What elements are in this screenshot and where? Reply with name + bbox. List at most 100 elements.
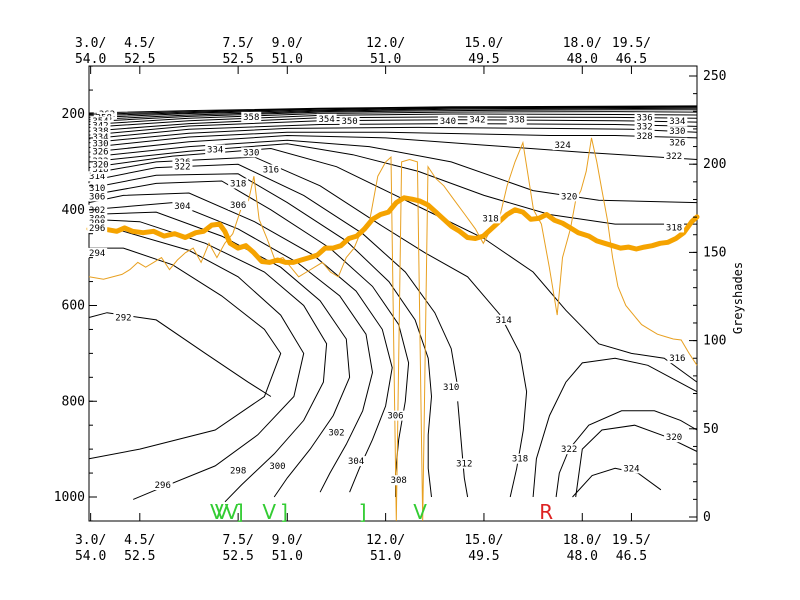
contour-label-1: 294 [89, 249, 105, 259]
contour-label-bg-1 [87, 247, 108, 258]
contour-line-27 [88, 109, 697, 123]
contour-label-47: 350 [341, 117, 357, 127]
contour-label-bg-48 [241, 111, 262, 122]
contour-label-56: 326 [92, 147, 108, 157]
right-tick-label-4: 200 [703, 157, 726, 172]
contour-label-bg-39 [667, 126, 688, 137]
top-tick-label-1-0: 3.0/ [75, 36, 106, 51]
right-tick-label-1: 50 [703, 422, 719, 437]
contour-label-bg-52 [90, 120, 111, 131]
contour-line-13 [532, 357, 698, 498]
contour-label-36: 330 [243, 148, 259, 158]
left-tick-label-4: 1000 [54, 490, 85, 505]
top-tick-label-2-2: 52.5 [222, 52, 253, 67]
contour-label-bg-59 [90, 159, 111, 170]
contour-line-20 [572, 467, 662, 498]
top-tick-label-2-3: 51.0 [272, 52, 303, 67]
contour-label-31: 296 [89, 224, 105, 234]
contour-label-bg-46 [316, 113, 337, 124]
contour-label-43: 338 [509, 116, 525, 126]
contour-label-3: 298 [230, 467, 246, 477]
right-axis: 0 50 100 150 200 250 [689, 69, 726, 525]
contour-label-bg-25 [87, 171, 108, 182]
contour-label-bg-55 [90, 138, 111, 149]
contour-label-bg-4 [267, 460, 288, 471]
left-tick-label-1: 400 [62, 203, 85, 218]
bottom-marker-5: ] [280, 500, 288, 524]
bottom-tick-label-1-3: 9.0/ [272, 533, 303, 548]
thin-series-group [88, 137, 698, 521]
contour-label-35: 334 [207, 145, 223, 155]
contour-label-bg-26 [87, 183, 108, 194]
contour-line-0 [88, 312, 272, 397]
right-axis-label: Greyshades [731, 262, 745, 334]
contour-label-39: 330 [669, 127, 685, 137]
contour-label-bg-45 [437, 116, 458, 127]
contour-label-bg-32 [480, 213, 501, 224]
contour-label-55: 330 [92, 140, 108, 150]
contour-label-bg-54 [90, 131, 111, 142]
contour-label-bg-38 [634, 131, 655, 142]
contour-label-bg-14 [664, 222, 685, 233]
bottom-tick-label-2-1: 52.5 [124, 549, 155, 564]
contour-label-45: 340 [440, 117, 456, 127]
right-tick-label-2: 100 [703, 334, 726, 349]
contour-label-20: 324 [554, 141, 570, 151]
thin-series-line [88, 137, 698, 521]
contour-label-bg-24 [260, 164, 281, 175]
contour-label-bg-3 [228, 465, 249, 476]
contour-label-bg-34 [172, 161, 193, 172]
contour-line-4 [88, 211, 351, 498]
contour-label-bg-36 [241, 147, 262, 158]
right-tick-label-5: 250 [703, 69, 726, 84]
contour-label-bg-28 [87, 204, 108, 215]
contour-label-bg-7 [385, 410, 406, 421]
contour-label-22: 306 [230, 201, 246, 211]
contour-line-1 [88, 247, 282, 460]
contour-line-21 [88, 126, 698, 144]
contour-label-32: 318 [482, 214, 498, 224]
contour-label-18: 322 [666, 152, 682, 162]
contour-label-42: 336 [636, 113, 652, 123]
contour-label-bg-9 [441, 381, 462, 392]
contour-line-7 [88, 180, 410, 497]
contour-label-bg-8 [388, 475, 409, 486]
thick-series-line [86, 195, 700, 265]
contour-label-bg-18 [664, 151, 685, 162]
left-tick-label-0: 200 [62, 107, 85, 122]
contour-label-12: 316 [669, 354, 685, 364]
contour-label-bg-35 [205, 144, 226, 155]
bottom-axis: 3.0/54.04.5/52.57.5/52.59.0/51.012.0/51.… [75, 513, 651, 564]
contour-label-bg-23 [228, 178, 249, 189]
contour-line-2 [88, 223, 305, 500]
contour-label-19: 324 [623, 464, 639, 474]
contour-label-bg-11 [493, 314, 514, 325]
contour-line-26 [88, 111, 698, 125]
bottom-marker-0: V [210, 500, 224, 524]
contour-line-8 [88, 173, 433, 498]
contour-label-bg-10 [454, 458, 475, 469]
contour-label-bg-2 [152, 480, 173, 491]
contour-label-21: 304 [174, 202, 190, 212]
top-tick-label-2-5: 49.5 [468, 52, 499, 67]
contour-label-44: 342 [469, 116, 485, 126]
contour-label-10: 312 [456, 459, 472, 469]
bottom-marker-1: V [215, 500, 229, 524]
contour-label-59: 320 [92, 160, 108, 170]
contour-line-24 [88, 116, 698, 132]
contour-label-bg-21 [172, 200, 193, 211]
bottom-tick-label-2-5: 49.5 [468, 549, 499, 564]
bottom-tick-label-1-0: 3.0/ [75, 533, 106, 548]
contour-label-bg-37 [667, 137, 688, 148]
contour-line-25 [88, 113, 698, 128]
contour-label-6: 304 [348, 457, 364, 467]
bottom-marker-2: V [225, 500, 239, 524]
contour-label-14: 318 [666, 223, 682, 233]
contour-label-9: 310 [443, 383, 459, 393]
bottom-marker-4: V [262, 500, 276, 524]
bottom-marker-6: ] [359, 500, 367, 524]
contour-label-bg-47 [339, 116, 360, 127]
contour-line-19 [88, 131, 698, 148]
bottom-tick-label-1-5: 15.0/ [464, 533, 503, 548]
contour-label-8: 308 [391, 476, 407, 486]
